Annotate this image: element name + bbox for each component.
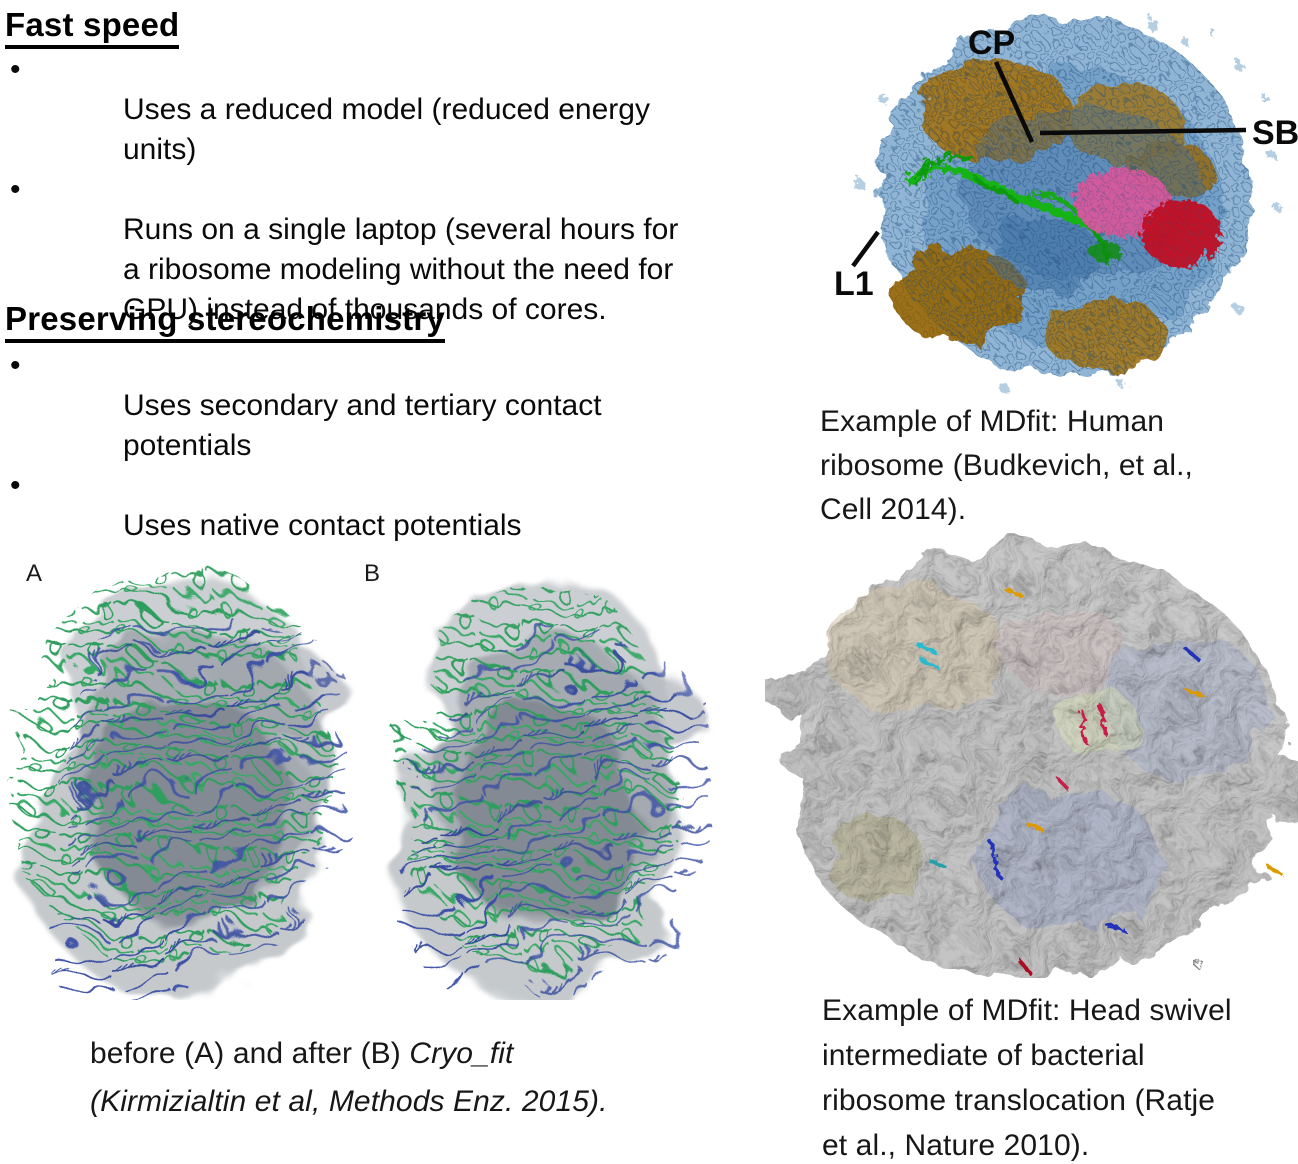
caption-before-after: before (A) and after (B) Cryo_fit (Kirmi…	[90, 1030, 710, 1126]
l1-leader-line	[851, 230, 880, 268]
bullet-reduced-model-text: Uses a reduced model (reduced energy uni…	[123, 93, 650, 166]
label-l1: L1	[834, 265, 874, 303]
heading-stereochemistry: Preserving stereochemistry	[5, 300, 445, 343]
caption-head-swivel: Example of MDfit: Head swivel intermedia…	[822, 994, 1232, 1162]
bullet-icon: •	[10, 349, 21, 382]
panel-a-structure	[7, 575, 345, 1000]
bullet-native-contact: • Uses native contact potentials	[0, 466, 800, 546]
human-ribosome-mesh-image: CP SB L1	[834, 15, 1298, 389]
label-panel-a: A	[26, 560, 42, 587]
red-factor	[1138, 196, 1218, 264]
bullet-secondary-tertiary: • Uses secondary and tertiary contact pot…	[0, 346, 800, 466]
caption-human-ribosome: Example of MDfit: Human ribosome (Budkev…	[820, 405, 1193, 526]
bullet-single-laptop: • Runs on a single laptop (several hours …	[0, 170, 800, 330]
bullet-native-contact-text: Uses native contact potentials	[123, 509, 522, 542]
ribosome-density-blob	[879, 15, 1251, 375]
head-swivel-figure	[765, 530, 1298, 978]
sb-leader-line	[1039, 127, 1247, 136]
grey-density-surface	[765, 543, 1298, 975]
caption-ab-title: Cryo_fit	[409, 1037, 514, 1070]
density-speckles	[850, 16, 1279, 389]
before-after-figure: A B	[0, 545, 760, 1000]
cp-leader-line	[993, 61, 1035, 143]
label-panel-b: B	[364, 560, 380, 587]
bullet-icon: •	[10, 53, 21, 86]
ribosome-annotations: CP SB L1	[834, 24, 1298, 303]
bullet-icon: •	[10, 173, 21, 206]
stereochemistry-bullets: • Uses secondary and tertiary contact pot…	[0, 346, 800, 546]
bullet-single-laptop-text: Runs on a single laptop (several hours f…	[123, 213, 679, 326]
heading-stereochemistry-text: Preserving stereochemistry	[5, 300, 445, 343]
before-after-image: A B	[7, 560, 708, 1000]
fast-speed-bullets: • Uses a reduced model (reduced energy un…	[0, 50, 800, 330]
bullet-icon: •	[10, 469, 21, 502]
label-cp: CP	[968, 24, 1015, 62]
label-sb: SB	[1252, 114, 1298, 152]
bullet-secondary-tertiary-text: Uses secondary and tertiary contact pote…	[123, 389, 602, 462]
heading-fast-speed: Fast speed	[5, 6, 180, 49]
human-ribosome-figure: CP SB L1	[820, 0, 1298, 400]
head-swivel-image	[765, 543, 1298, 975]
fitted-model-marks	[913, 586, 1281, 972]
green-strand	[902, 151, 1118, 263]
caption-ab-regular: before (A) and after (B)	[90, 1037, 410, 1070]
caption-ab-reference: (Kirmizialtin et al, Methods Enz. 2015).	[90, 1085, 608, 1118]
bullet-reduced-model: • Uses a reduced model (reduced energy un…	[0, 50, 800, 170]
heading-fast-speed-text: Fast speed	[5, 6, 180, 49]
panel-b-structure	[390, 580, 708, 995]
